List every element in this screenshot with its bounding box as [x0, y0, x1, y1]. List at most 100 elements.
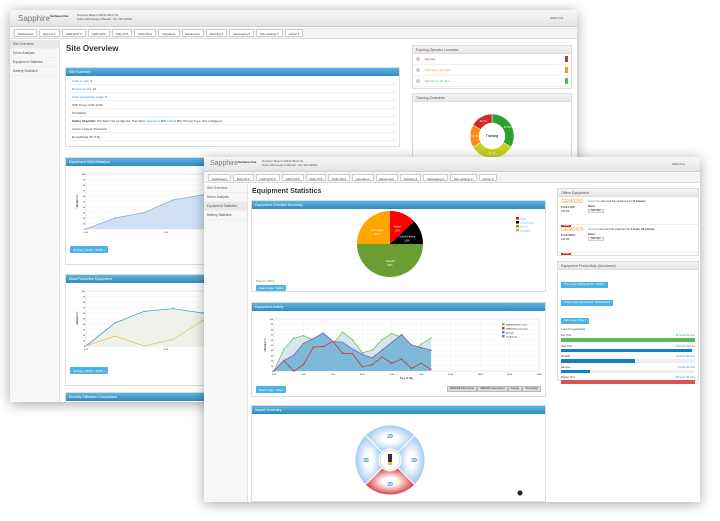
date-range-dropdown[interactable]: Date range: Today: [256, 285, 287, 291]
time-range-dropdown[interactable]: All Day ( 00:00 - 24:00 ): [70, 246, 108, 253]
user-menu[interactable]: GEM One: [672, 162, 686, 166]
data-point[interactable]: [342, 331, 344, 333]
impact-sector-rear[interactable]: [364, 467, 416, 496]
data-point[interactable]: [312, 346, 314, 348]
sidebar-item[interactable]: Site Overview: [10, 40, 59, 49]
nav-item[interactable]: Equipment: [181, 29, 204, 37]
data-point[interactable]: [361, 353, 364, 356]
equipment-id[interactable]: GEM0429: [561, 227, 584, 233]
user-link[interactable]: Nessy Liba: [588, 200, 601, 203]
data-point[interactable]: [430, 349, 432, 351]
pie-slice[interactable]: [357, 211, 390, 244]
data-point[interactable]: [85, 228, 87, 230]
data-point[interactable]: [391, 362, 393, 364]
data-point[interactable]: [410, 367, 413, 370]
data-point[interactable]: [342, 352, 344, 355]
series-toggle-button[interactable]: GEM0428 (Most active): [446, 386, 477, 392]
nav-item[interactable]: Admin ▾: [284, 29, 304, 37]
data-point[interactable]: [381, 339, 383, 341]
donut-slice[interactable]: [472, 142, 512, 159]
nav-item[interactable]: GEM GPS: [87, 29, 110, 37]
licence-row[interactable]: Expired: [413, 54, 571, 65]
pie-slice[interactable]: [357, 244, 423, 277]
data-point[interactable]: [302, 334, 305, 337]
data-point[interactable]: [143, 345, 145, 347]
sidebar-item[interactable]: Equipment Statistics: [10, 58, 59, 67]
data-point[interactable]: [201, 194, 204, 196]
nav-item[interactable]: Booking ▾: [205, 29, 228, 37]
data-point[interactable]: [312, 338, 314, 340]
filter-dropdown[interactable]: Model range: DemoModel - DemoModel ▾: [561, 299, 614, 306]
data-point[interactable]: [201, 312, 204, 314]
data-point[interactable]: [114, 322, 116, 324]
nav-item[interactable]: Dashboard: [208, 174, 231, 181]
legend-label[interactable]: Top Average: [506, 335, 518, 338]
nav-item[interactable]: GEM ECP ▾: [61, 29, 86, 37]
equipment-id[interactable]: GEM0282: [561, 199, 584, 205]
data-point[interactable]: [283, 348, 285, 350]
licence-row[interactable]: Expiring in 30 days: [413, 76, 571, 87]
nav-item[interactable]: Admin ▾: [478, 174, 498, 181]
user-link[interactable]: Anna Kay: [588, 228, 599, 231]
nav-item[interactable]: Ruby IPS: [111, 29, 133, 37]
data-point[interactable]: [283, 359, 285, 362]
legend-label[interactable]: Average: [506, 331, 514, 334]
sidebar-item[interactable]: Battery Statistics: [204, 211, 247, 220]
nav-item[interactable]: Site settings ▾: [255, 29, 283, 37]
data-point[interactable]: [85, 345, 87, 347]
data-point[interactable]: [172, 307, 174, 310]
add-note-button[interactable]: Add Note: [588, 237, 604, 241]
data-point[interactable]: [371, 349, 373, 351]
licence-row[interactable]: Expiring in 14 days: [413, 65, 571, 76]
legend-label[interactable]: Incomplete: [520, 229, 531, 232]
nav-item[interactable]: Site settings ▾: [449, 174, 477, 181]
date-range-dropdown[interactable]: Date range: Today: [256, 386, 287, 393]
data-point[interactable]: [371, 364, 373, 366]
data-point[interactable]: [302, 364, 305, 366]
nav-item[interactable]: GEM ECP ▾: [255, 174, 280, 181]
nav-item[interactable]: Dashboard: [14, 29, 37, 37]
sidebar-item[interactable]: Site Overview: [204, 184, 247, 193]
series-toggle-button[interactable]: GEM0429 (Least active): [476, 386, 508, 392]
nav-item[interactable]: Multi Sites: [134, 29, 157, 37]
sidebar-item[interactable]: Equipment Statistics: [204, 202, 247, 211]
data-point[interactable]: [172, 338, 174, 341]
nav-item[interactable]: GEM GPS: [281, 174, 304, 181]
data-point[interactable]: [292, 354, 295, 357]
data-point[interactable]: [292, 370, 295, 372]
data-point[interactable]: [273, 370, 275, 372]
nav-item[interactable]: Ruby IPS: [305, 174, 327, 181]
data-point[interactable]: [400, 333, 403, 336]
impact-sector-right[interactable]: [397, 434, 426, 486]
data-point[interactable]: [322, 332, 324, 334]
nav-item[interactable]: Messaging ▾: [423, 174, 448, 181]
data-point[interactable]: [172, 199, 174, 201]
data-point[interactable]: [351, 348, 354, 350]
pie-slice[interactable]: [390, 211, 415, 244]
link[interactable]: Critical: [166, 118, 176, 123]
nav-item[interactable]: Operators: [158, 29, 180, 37]
sidebar-item[interactable]: Driver Analysis: [10, 49, 59, 58]
pie-slice[interactable]: [390, 221, 423, 244]
nav-item[interactable]: Booking ▾: [399, 174, 422, 181]
data-point[interactable]: [361, 366, 364, 368]
sidebar-item[interactable]: Driver Analysis: [204, 193, 247, 202]
donut-slice[interactable]: [491, 113, 515, 148]
data-point[interactable]: [410, 344, 413, 346]
series-toggle-button[interactable]: Average: [507, 386, 523, 392]
nav-item[interactable]: Messaging ▾: [229, 29, 254, 37]
data-point[interactable]: [342, 341, 344, 344]
legend-label[interactable]: Failed: [520, 218, 527, 220]
data-point[interactable]: [430, 337, 432, 339]
data-point[interactable]: [201, 320, 204, 322]
legend-label[interactable]: GEM0429 (Least active): [506, 327, 528, 330]
data-point[interactable]: [114, 217, 116, 219]
impact-sector-left[interactable]: [354, 434, 383, 486]
data-point[interactable]: [391, 341, 393, 344]
data-point[interactable]: [420, 346, 422, 349]
add-note-button[interactable]: Add Note: [588, 209, 604, 213]
link[interactable]: Questions: [146, 118, 161, 123]
data-point[interactable]: [381, 349, 383, 351]
data-point[interactable]: [302, 342, 305, 345]
nav-item[interactable]: Reports ▾: [232, 174, 254, 181]
